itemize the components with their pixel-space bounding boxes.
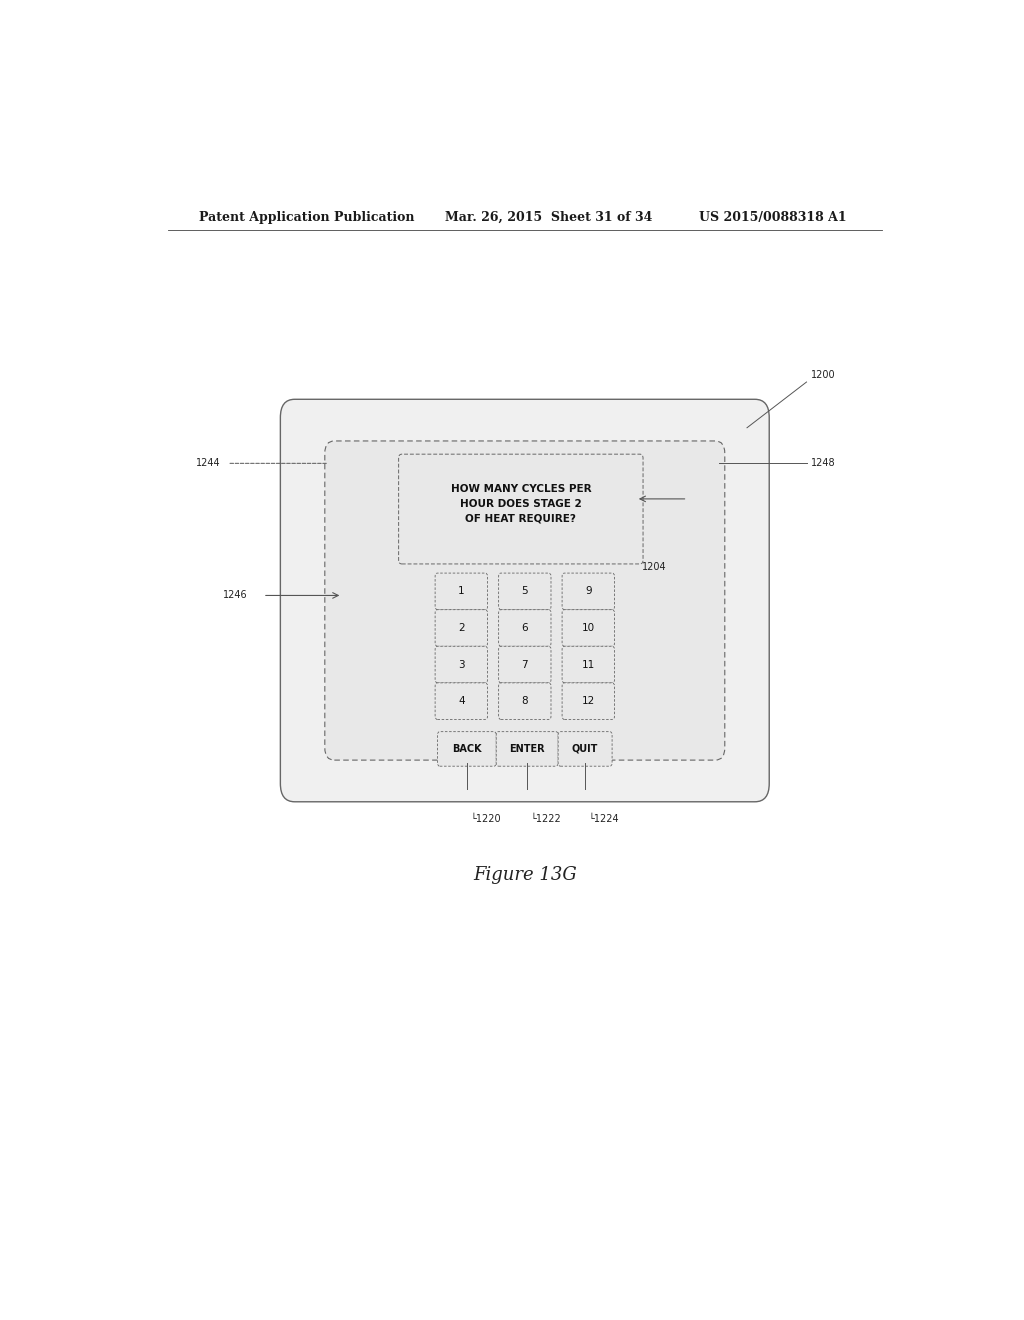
- Text: HOW MANY CYCLES PER
HOUR DOES STAGE 2
OF HEAT REQUIRE?: HOW MANY CYCLES PER HOUR DOES STAGE 2 OF…: [451, 484, 591, 524]
- Text: Figure 13G: Figure 13G: [473, 866, 577, 884]
- FancyBboxPatch shape: [281, 399, 769, 801]
- FancyBboxPatch shape: [562, 610, 614, 647]
- Text: 3: 3: [458, 660, 465, 669]
- FancyBboxPatch shape: [562, 573, 614, 610]
- Text: BACK: BACK: [452, 744, 481, 754]
- Text: 2: 2: [458, 623, 465, 634]
- Text: 12: 12: [582, 696, 595, 706]
- Text: 1244: 1244: [196, 458, 220, 469]
- FancyBboxPatch shape: [398, 454, 643, 564]
- Text: └1222: └1222: [530, 814, 561, 824]
- FancyBboxPatch shape: [499, 647, 551, 682]
- Text: 7: 7: [521, 660, 528, 669]
- FancyBboxPatch shape: [325, 441, 725, 760]
- Text: 11: 11: [582, 660, 595, 669]
- Text: 1204: 1204: [641, 562, 666, 572]
- Text: 1200: 1200: [811, 370, 836, 380]
- Text: 1: 1: [458, 586, 465, 597]
- Text: 1248: 1248: [811, 458, 836, 469]
- FancyBboxPatch shape: [499, 610, 551, 647]
- FancyBboxPatch shape: [435, 573, 487, 610]
- FancyBboxPatch shape: [558, 731, 612, 766]
- Text: 6: 6: [521, 623, 528, 634]
- FancyBboxPatch shape: [562, 647, 614, 682]
- Text: Patent Application Publication: Patent Application Publication: [200, 211, 415, 224]
- FancyBboxPatch shape: [435, 610, 487, 647]
- FancyBboxPatch shape: [562, 682, 614, 719]
- Text: 4: 4: [458, 696, 465, 706]
- Text: 5: 5: [521, 586, 528, 597]
- Text: └1220: └1220: [470, 814, 501, 824]
- Text: Mar. 26, 2015  Sheet 31 of 34: Mar. 26, 2015 Sheet 31 of 34: [445, 211, 653, 224]
- FancyBboxPatch shape: [435, 647, 487, 682]
- FancyBboxPatch shape: [497, 731, 558, 766]
- FancyBboxPatch shape: [499, 573, 551, 610]
- Text: US 2015/0088318 A1: US 2015/0088318 A1: [699, 211, 847, 224]
- Text: 8: 8: [521, 696, 528, 706]
- Text: ENTER: ENTER: [509, 744, 545, 754]
- Text: 1246: 1246: [223, 590, 248, 601]
- FancyBboxPatch shape: [435, 682, 487, 719]
- Text: └1224: └1224: [588, 814, 618, 824]
- FancyBboxPatch shape: [437, 731, 497, 766]
- Text: QUIT: QUIT: [572, 744, 598, 754]
- Text: 9: 9: [585, 586, 592, 597]
- Text: 10: 10: [582, 623, 595, 634]
- FancyBboxPatch shape: [499, 682, 551, 719]
